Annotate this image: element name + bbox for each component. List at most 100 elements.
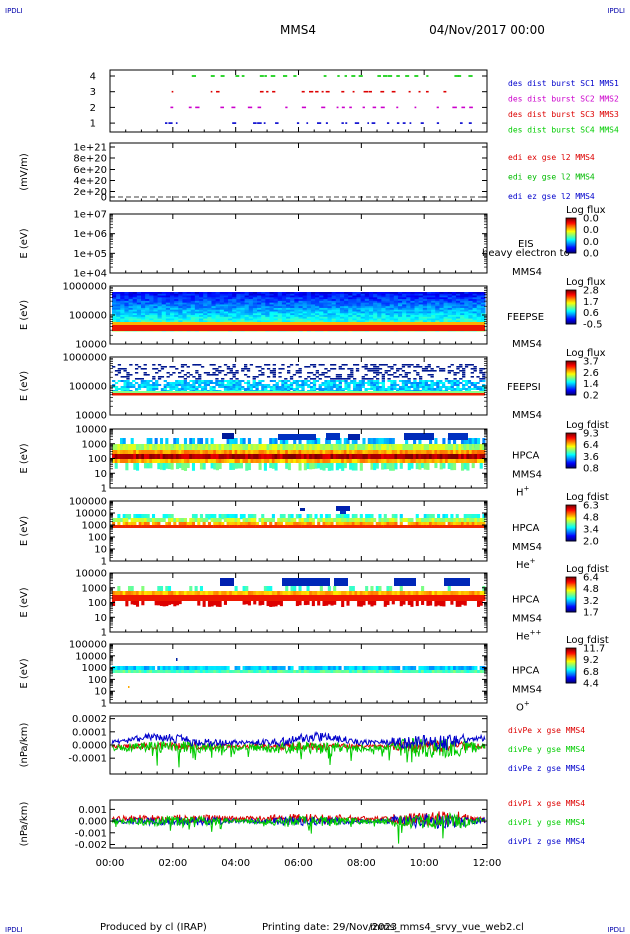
eis-spacecraft-label: MMS4 <box>512 267 542 278</box>
hpca-he-spacecraft-label: MMS4 <box>512 542 542 553</box>
eis-overlay-label: heavy electron to <box>482 248 570 259</box>
divpe-tick-label: -0.0001 <box>68 754 107 765</box>
x-tick-label: 06:00 <box>284 858 313 869</box>
burst-tick-label: 4 <box>90 72 96 83</box>
eis-colorbar-tick: 0.0 <box>583 225 599 236</box>
divpi-tick-label: -0.002 <box>75 840 107 851</box>
hpca-o-species-label: O+ <box>516 700 530 714</box>
feepse-colorbar-tick: 2.8 <box>583 286 599 297</box>
eis-instrument-label: EIS <box>518 239 534 250</box>
corner-label-bl: IPDLI <box>5 926 23 934</box>
feepsi-ylabel: E (eV) <box>19 371 30 401</box>
divpe-tick-label: 0.0002 <box>72 714 107 725</box>
edi-tick-label: 6e+20 <box>73 165 107 176</box>
hpca-hepp-tick-label: 100 <box>88 598 107 609</box>
hpca-h-tick-label: 10 <box>94 469 107 480</box>
eis-tick-label: 1e+04 <box>73 269 107 280</box>
divpi-legend-label: divPi z gse MMS4 <box>508 837 585 846</box>
divpe-tick-label: 0.0000 <box>72 741 107 752</box>
hpca-h-tick-label: 10000 <box>75 425 107 436</box>
hpca-h-colorbar-tick: 6.4 <box>583 440 599 451</box>
hpca-h-ylabel: E (eV) <box>19 443 30 473</box>
edi-legend-label: edi ex gse l2 MMS4 <box>508 153 595 162</box>
feepsi-spectrogram <box>112 364 486 396</box>
x-tick-label: 00:00 <box>96 858 125 869</box>
hpca-he-instrument-label: HPCA <box>512 523 540 534</box>
divpe-legend-label: divPe z gse MMS4 <box>508 764 585 773</box>
divpe-legend-label: divPe y gse MMS4 <box>508 745 585 754</box>
hpca-h-tick-label: 1 <box>101 484 107 495</box>
hpca-h-colorbar <box>565 432 577 469</box>
edi-legend-label: edi ey gse l2 MMS4 <box>508 173 595 182</box>
divpi-tick-label: 0.001 <box>78 805 107 816</box>
plot-datetime: 04/Nov/2017 00:00 <box>429 23 545 37</box>
hpca-he-colorbar-tick: 6.3 <box>583 501 599 512</box>
x-tick-label: 12:00 <box>473 858 502 869</box>
hpca-o-colorbar-tick: 6.8 <box>583 667 599 678</box>
divpe-legend-label: divPe x gse MMS4 <box>508 726 585 735</box>
hpca-hepp-spectrogram <box>112 578 486 607</box>
hpca-hepp-colorbar-tick: 4.8 <box>583 584 599 595</box>
burst-tick-label: 3 <box>90 87 96 98</box>
hpca-h-colorbar-title: Log fdist <box>566 420 609 431</box>
burst-tick-label: 1 <box>90 119 96 130</box>
x-tick-label: 02:00 <box>158 858 187 869</box>
feepsi-instrument-label: FEEPSI <box>507 382 541 393</box>
hpca-hepp-instrument-label: HPCA <box>512 595 540 606</box>
hpca-o-tick-label: 100000 <box>69 640 107 651</box>
x-tick-label: 10:00 <box>410 858 439 869</box>
hpca-hepp-spacecraft-label: MMS4 <box>512 614 542 625</box>
hpca-o-tick-label: 100 <box>88 675 107 686</box>
hpca-o-colorbar-tick: 4.4 <box>583 679 599 690</box>
footer-printing-date: Printing date: 29/Nov/2023 <box>262 922 397 933</box>
plot-spacecraft-title: MMS4 <box>280 23 316 37</box>
feepsi-colorbar-tick: 0.2 <box>583 391 599 402</box>
edi-tick-label: 4e+20 <box>73 176 107 187</box>
hpca-h-colorbar-tick: 0.8 <box>583 464 599 475</box>
hpca-o-colorbar-tick: 11.7 <box>583 644 605 655</box>
burst-legend-label: des dist burst SC2 MMS2 <box>508 95 619 104</box>
burst-series-2 <box>171 90 447 93</box>
hpca-he-panel-frame <box>109 500 488 562</box>
hpca-he-colorbar-title: Log fdist <box>566 492 609 503</box>
feepsi-colorbar-tick: 3.7 <box>583 357 599 368</box>
edi-ylabel: (mV/m) <box>19 153 30 191</box>
hpca-o-tick-label: 10 <box>94 687 107 698</box>
hpca-h-colorbar-tick: 3.6 <box>583 452 599 463</box>
hpca-he-tick-label: 100000 <box>69 497 107 508</box>
hpca-h-spectrogram <box>112 433 486 471</box>
hpca-hepp-tick-label: 1 <box>101 628 107 639</box>
hpca-o-tick-label: 10000 <box>75 651 107 662</box>
hpca-hepp-colorbar-title: Log fdist <box>566 564 609 575</box>
feepse-ylabel: E (eV) <box>19 300 30 330</box>
hpca-hepp-tick-label: 1000 <box>82 583 107 594</box>
hpca-he-colorbar <box>565 504 577 542</box>
divpe-series-y <box>111 737 486 768</box>
feepse-colorbar-tick: -0.5 <box>583 320 603 331</box>
eis-tick-label: 1e+05 <box>73 249 107 260</box>
eis-colorbar-tick: 0.0 <box>583 249 599 260</box>
hpca-he-tick-label: 1000 <box>82 521 107 532</box>
burst-series-4 <box>165 122 472 124</box>
divpi-series-y <box>111 811 486 844</box>
burst-legend-label: des dist burst SC1 MMS1 <box>508 79 619 88</box>
corner-label-tl: IPDLI <box>5 7 23 15</box>
feepsi-colorbar-tick: 1.4 <box>583 379 599 390</box>
edi-panel-frame <box>109 142 488 202</box>
eis-tick-label: 1e+07 <box>73 210 107 221</box>
burst-legend-label: des dist burst SC3 MMS3 <box>508 110 619 119</box>
hpca-h-instrument-label: HPCA <box>512 451 540 462</box>
burst-series-1 <box>191 75 473 77</box>
divpe-series-z <box>111 731 486 752</box>
divpi-tick-label: 0.000 <box>78 817 107 828</box>
eis-tick-label: 1e+06 <box>73 229 107 240</box>
feepse-colorbar <box>565 289 577 325</box>
feepsi-spacecraft-label: MMS4 <box>512 410 542 421</box>
footer-filename: mms_mms4_srvy_vue_web2.cl <box>370 922 524 933</box>
hpca-o-tick-label: 1 <box>101 699 107 710</box>
hpca-hepp-colorbar-tick: 3.2 <box>583 596 599 607</box>
edi-tick-label: 8e+20 <box>73 154 107 165</box>
eis-ylabel: E (eV) <box>19 228 30 258</box>
hpca-h-tick-label: 100 <box>88 454 107 465</box>
hpca-h-tick-label: 1000 <box>82 439 107 450</box>
